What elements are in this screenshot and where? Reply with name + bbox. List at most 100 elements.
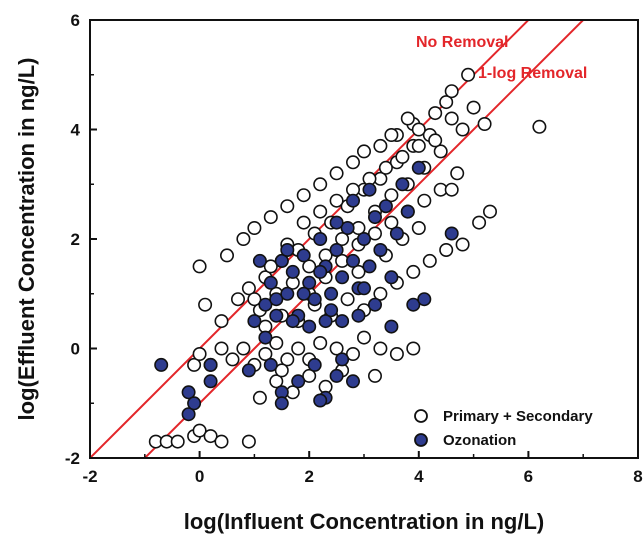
point-primary-secondary	[187, 357, 202, 372]
point-primary-secondary	[313, 335, 328, 350]
point-ozonation	[269, 308, 284, 323]
point-primary-secondary	[345, 155, 360, 170]
point-primary-secondary	[450, 166, 465, 181]
legend-marker-primary-secondary	[414, 409, 428, 423]
point-ozonation	[296, 248, 311, 263]
point-primary-secondary	[367, 226, 382, 241]
y-tick-label: 2	[71, 230, 80, 249]
point-primary-secondary	[214, 434, 229, 449]
point-ozonation	[356, 232, 371, 247]
point-ozonation	[181, 407, 196, 422]
point-ozonation	[291, 374, 306, 389]
point-ozonation	[313, 393, 328, 408]
point-ozonation	[324, 303, 339, 318]
point-ozonation	[362, 259, 377, 274]
point-primary-secondary	[439, 243, 454, 258]
point-primary-secondary	[313, 204, 328, 219]
point-primary-secondary	[422, 253, 437, 268]
point-ozonation	[280, 243, 295, 258]
point-primary-secondary	[302, 368, 317, 383]
point-primary-secondary	[192, 346, 207, 361]
point-ozonation	[302, 275, 317, 290]
point-ozonation	[378, 199, 393, 214]
point-primary-secondary	[395, 149, 410, 164]
axis-ticks: -2 0 2 4 6 8 -2 0 2 4 6	[65, 11, 643, 486]
point-ozonation	[411, 160, 426, 175]
point-primary-secondary	[406, 341, 421, 356]
point-ozonation	[302, 319, 317, 334]
point-primary-secondary	[351, 264, 366, 279]
point-ozonation	[367, 297, 382, 312]
point-primary-secondary	[263, 259, 278, 274]
point-ozonation	[362, 182, 377, 197]
point-ozonation	[395, 177, 410, 192]
point-ozonation	[269, 292, 284, 307]
point-primary-secondary	[428, 133, 443, 148]
point-primary-secondary	[258, 346, 273, 361]
point-primary-secondary	[335, 232, 350, 247]
point-ozonation	[367, 210, 382, 225]
point-ozonation	[329, 215, 344, 230]
point-primary-secondary	[296, 215, 311, 230]
point-ozonation	[274, 253, 289, 268]
point-primary-secondary	[389, 346, 404, 361]
point-ozonation	[181, 385, 196, 400]
point-primary-secondary	[444, 182, 459, 197]
point-ozonation	[263, 275, 278, 290]
point-primary-secondary	[384, 188, 399, 203]
point-primary-secondary	[280, 199, 295, 214]
point-primary-secondary	[340, 292, 355, 307]
point-ozonation	[406, 297, 421, 312]
point-primary-secondary	[302, 259, 317, 274]
point-primary-secondary	[356, 330, 371, 345]
point-primary-secondary	[225, 352, 240, 367]
point-primary-secondary	[466, 100, 481, 115]
point-ozonation	[373, 243, 388, 258]
point-primary-secondary	[477, 117, 492, 132]
point-primary-secondary	[472, 215, 487, 230]
point-primary-secondary	[345, 346, 360, 361]
point-primary-secondary	[428, 106, 443, 121]
point-primary-secondary	[532, 119, 547, 134]
point-primary-secondary	[192, 423, 207, 438]
point-ozonation	[384, 270, 399, 285]
point-primary-secondary	[329, 166, 344, 181]
y-tick-label: 0	[71, 340, 80, 359]
point-ozonation	[444, 226, 459, 241]
point-ozonation	[345, 253, 360, 268]
point-ozonation	[263, 357, 278, 372]
point-primary-secondary	[269, 374, 284, 389]
point-primary-secondary	[241, 281, 256, 296]
point-ozonation	[417, 292, 432, 307]
point-ozonation	[400, 204, 415, 219]
point-ozonation	[351, 308, 366, 323]
point-primary-secondary	[220, 248, 235, 263]
legend-label-ozonation: Ozonation	[443, 432, 516, 449]
point-ozonation	[280, 286, 295, 301]
point-primary-secondary	[236, 232, 251, 247]
point-primary-secondary	[482, 204, 497, 219]
point-primary-secondary	[329, 193, 344, 208]
point-primary-secondary	[329, 341, 344, 356]
x-tick-label: 2	[304, 467, 313, 486]
point-ozonation	[154, 357, 169, 372]
point-primary-secondary	[192, 259, 207, 274]
point-ozonation	[313, 232, 328, 247]
point-primary-secondary	[373, 286, 388, 301]
point-ozonation	[258, 330, 273, 345]
point-primary-secondary	[455, 122, 470, 137]
point-ozonation	[389, 226, 404, 241]
point-primary-secondary	[269, 335, 284, 350]
point-ozonation	[329, 243, 344, 258]
point-ozonation	[324, 286, 339, 301]
x-tick-label: 6	[524, 467, 533, 486]
point-primary-secondary	[411, 138, 426, 153]
point-ozonation	[329, 368, 344, 383]
point-ozonation	[345, 193, 360, 208]
point-primary-secondary	[406, 264, 421, 279]
point-ozonation	[296, 286, 311, 301]
y-tick-label: 6	[71, 11, 80, 30]
point-primary-secondary	[203, 429, 218, 444]
point-primary-secondary	[384, 128, 399, 143]
point-primary-secondary	[263, 210, 278, 225]
